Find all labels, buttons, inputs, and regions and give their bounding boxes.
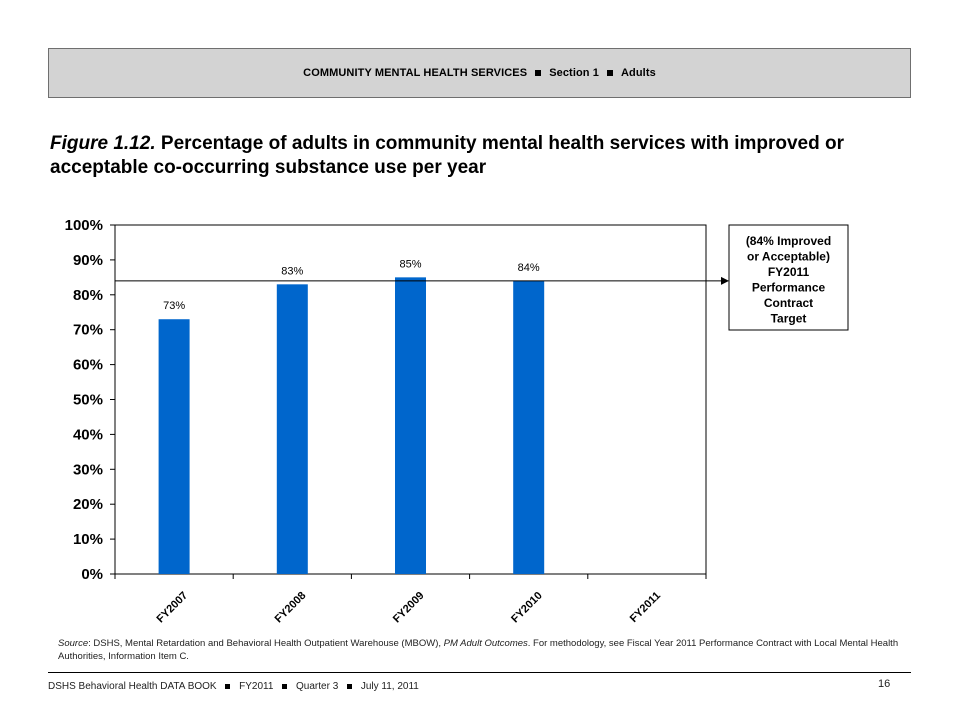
- target-arrowhead: [721, 276, 729, 285]
- source-italic: PM Adult Outcomes: [443, 638, 528, 649]
- target-label-line: Target: [771, 312, 807, 326]
- footer-quarter: Quarter 3: [296, 681, 339, 692]
- target-label-line: FY2011: [768, 265, 810, 279]
- figure-number: Figure 1.12.: [50, 133, 156, 154]
- x-tick-label: FY2010: [509, 590, 545, 626]
- x-tick-label: FY2008: [273, 590, 309, 626]
- data-label: 73%: [163, 300, 185, 312]
- footer-fy: FY2011: [239, 681, 274, 692]
- footer-date: July 11, 2011: [360, 681, 419, 692]
- x-tick-label: FY2009: [391, 590, 427, 626]
- target-box: [728, 224, 849, 331]
- y-tick-label: 90%: [73, 252, 103, 269]
- header-section: COMMUNITY MENTAL HEALTH SERVICES: [303, 67, 528, 79]
- target-label-line: Contract: [764, 296, 813, 310]
- y-tick-label: 70%: [73, 322, 103, 339]
- source-text-2: . For methodology, see Fiscal Year 2011 …: [58, 638, 899, 662]
- y-tick-label: 0%: [81, 566, 103, 583]
- bullet-separator: [282, 683, 288, 689]
- footer-book: DSHS Behavioral Health DATA BOOK: [48, 681, 217, 692]
- bullet-separator: [225, 683, 231, 689]
- section-header: COMMUNITY MENTAL HEALTH SERVICES Section…: [48, 48, 911, 98]
- y-tick-label: 60%: [73, 357, 103, 374]
- data-label: 85%: [399, 258, 421, 270]
- target-label-line: or Acceptable): [747, 250, 830, 264]
- target-label-line: Performance: [752, 281, 826, 295]
- y-tick-label: 40%: [73, 426, 103, 443]
- bar: [513, 280, 545, 574]
- source-note: Source: DSHS, Mental Retardation and Beh…: [58, 637, 908, 663]
- y-tick-label: 50%: [73, 392, 103, 409]
- figure-title: Figure 1.12. Percentage of adults in com…: [50, 132, 890, 180]
- figure-caption: Percentage of adults in community mental…: [50, 133, 845, 178]
- header-group: Adults: [621, 67, 656, 79]
- y-tick-label: 20%: [73, 496, 103, 513]
- bar: [158, 319, 190, 574]
- bar: [276, 284, 308, 574]
- bullet-separator: [607, 70, 613, 76]
- bar: [395, 277, 426, 574]
- data-label: 84%: [518, 262, 540, 274]
- header-part: Section 1: [549, 67, 599, 79]
- footer-divider: [48, 672, 911, 673]
- page-number: 16: [878, 678, 891, 690]
- bar-chart: 0% 10% 20% 30% 40% 50% 60% 70% 80% 90% 100% 73% FY20…: [65, 217, 849, 626]
- bullet-separator: [347, 683, 353, 689]
- source-label: Source: [58, 638, 89, 649]
- y-tick-label: 10%: [73, 531, 103, 548]
- x-tick-label: FY2011: [628, 590, 663, 625]
- footer: DSHS Behavioral Health DATA BOOK FY2011 …: [48, 681, 419, 692]
- bullet-separator: [535, 70, 542, 76]
- x-tick-label: FY2007: [154, 590, 190, 626]
- target-label-line: (84% Improved: [746, 234, 831, 248]
- y-tick-label: 80%: [73, 287, 103, 304]
- y-tick-label: 100%: [65, 217, 103, 234]
- source-text: : DSHS, Mental Retardation and Behaviora…: [88, 638, 444, 649]
- y-tick-label: 30%: [73, 461, 103, 478]
- data-label: 83%: [281, 265, 303, 277]
